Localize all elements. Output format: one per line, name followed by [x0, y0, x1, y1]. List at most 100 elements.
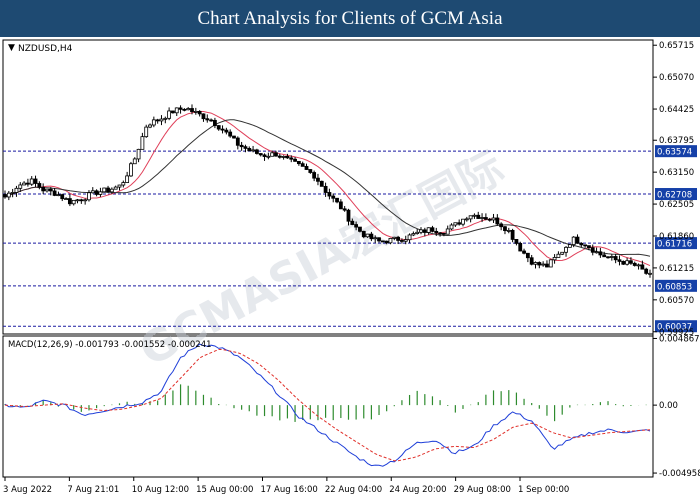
candle: [480, 213, 484, 223]
time-tick-label: 15 Aug 00:00: [196, 485, 253, 495]
candle: [216, 125, 221, 131]
candle: [632, 261, 637, 267]
candle: [79, 198, 84, 204]
candle: [132, 157, 137, 165]
candle: [644, 267, 649, 275]
candle: [106, 185, 110, 193]
candle: [98, 187, 103, 197]
page-title: Chart Analysis for Clients of GCM Asia: [0, 0, 700, 37]
candle: [22, 181, 26, 186]
candle: [338, 199, 343, 210]
level-tag-3: [655, 279, 697, 292]
candle: [41, 183, 46, 195]
level-tag-4: [655, 320, 697, 333]
candle: [75, 198, 80, 204]
candle: [499, 222, 504, 231]
candle: [14, 185, 19, 197]
candle: [495, 214, 500, 226]
chart-canvas[interactable]: GCMASIA宏汇国际 0.635740.627080.617160.60853…: [0, 37, 700, 500]
candle: [109, 187, 114, 195]
candle: [178, 105, 183, 114]
candle: [583, 244, 588, 248]
time-tick-label: 24 Aug 20:00: [389, 485, 446, 495]
candle: [60, 193, 65, 202]
candle: [67, 194, 72, 207]
candle: [361, 230, 366, 239]
candle: [281, 155, 286, 160]
candle: [125, 171, 130, 184]
time-tick-label: 22 Aug 04:00: [325, 485, 382, 495]
candle: [537, 261, 542, 269]
candle: [129, 161, 133, 177]
candle: [388, 237, 393, 245]
candle: [37, 181, 42, 190]
candle: [193, 107, 198, 115]
candle: [323, 182, 328, 197]
candle: [617, 255, 622, 266]
candle: [140, 132, 145, 150]
candle: [648, 269, 652, 278]
candle: [155, 118, 160, 124]
candle: [392, 236, 397, 241]
candle: [167, 107, 172, 121]
candle: [556, 251, 561, 258]
candle: [254, 148, 259, 155]
candle: [354, 221, 359, 231]
candle: [251, 145, 255, 153]
time-tick-label: 17 Aug 16:00: [261, 485, 318, 495]
candle: [71, 199, 76, 206]
candle: [609, 254, 614, 261]
candle: [636, 263, 641, 270]
candle: [331, 193, 336, 203]
candle: [56, 191, 61, 197]
candle: [400, 238, 404, 244]
candle: [346, 208, 351, 226]
candle: [529, 254, 534, 266]
ma-fast-line: [4, 110, 651, 267]
candle: [163, 116, 168, 124]
candle: [117, 184, 122, 191]
candle: [258, 153, 263, 157]
candle: [121, 180, 126, 188]
price-ytick-label: 0.63150: [659, 168, 694, 178]
candle: [629, 257, 633, 265]
candle: [522, 248, 526, 255]
price-panel-frame: [2, 39, 654, 335]
candle: [274, 150, 278, 157]
candle: [579, 242, 584, 247]
candle: [270, 150, 275, 157]
candle: [209, 118, 213, 122]
candle: [247, 146, 252, 152]
candle: [472, 213, 477, 219]
macd-ytick-label: 0.00: [659, 401, 678, 411]
candle: [45, 188, 49, 193]
candle: [487, 217, 492, 222]
candle: [213, 117, 217, 129]
candle: [491, 213, 496, 223]
candle: [564, 246, 568, 257]
macd-panel-frame: [2, 335, 654, 478]
candle: [277, 153, 282, 159]
candle: [262, 153, 267, 161]
candle: [201, 113, 206, 122]
candle: [319, 180, 324, 187]
macd-main-line: [4, 343, 651, 467]
candle: [350, 218, 355, 226]
candle: [148, 123, 152, 129]
candle: [430, 225, 435, 233]
candle: [144, 124, 149, 138]
candle: [304, 163, 309, 170]
candle: [602, 251, 607, 258]
candle: [403, 235, 408, 245]
candle: [3, 190, 7, 199]
candle: [503, 225, 507, 235]
candle: [464, 216, 469, 222]
candle: [52, 188, 57, 197]
level-label-2: 0.61716: [657, 240, 692, 250]
price-ytick-label: 0.65715: [659, 41, 694, 51]
candle: [640, 260, 645, 270]
price-dropdown-icon[interactable]: ▼: [8, 43, 15, 53]
candle: [453, 222, 458, 228]
candle: [468, 215, 473, 223]
candle: [533, 261, 538, 269]
